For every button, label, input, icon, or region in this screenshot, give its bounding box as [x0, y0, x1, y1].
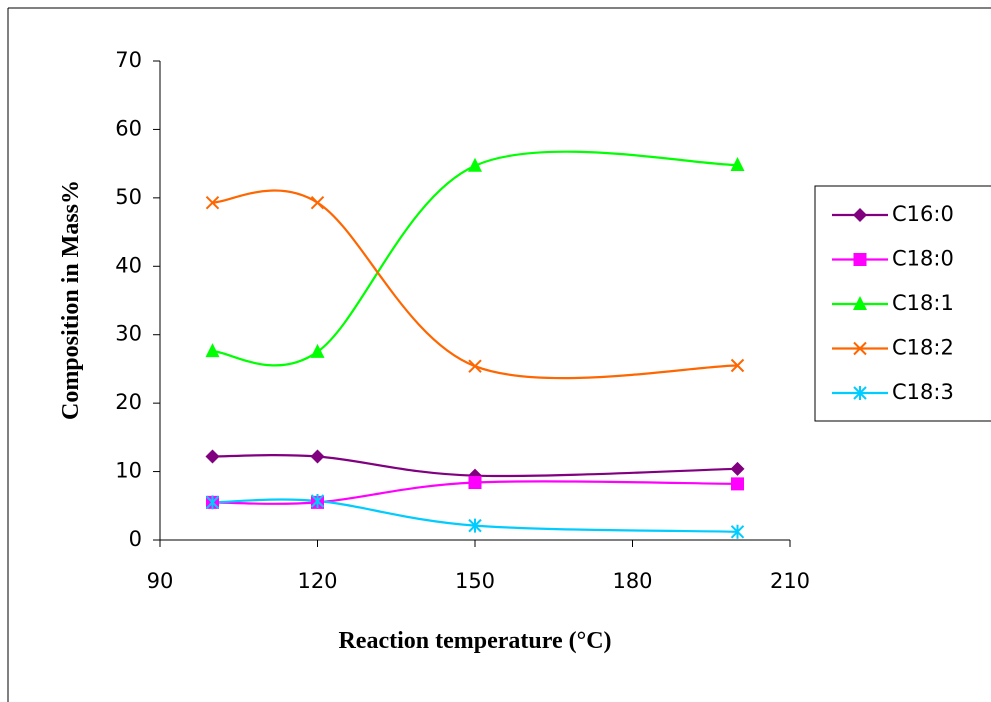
marker	[853, 341, 867, 356]
y-tick-label: 70	[115, 48, 142, 72]
marker	[730, 524, 745, 539]
y-tick-label: 60	[115, 116, 142, 140]
marker	[310, 449, 325, 464]
y-tick-label: 50	[115, 185, 142, 209]
marker	[468, 157, 482, 172]
x-tick-label: 120	[297, 569, 337, 593]
series-line	[212, 150, 738, 367]
marker	[853, 253, 867, 266]
marker	[205, 449, 220, 464]
marker	[730, 157, 745, 172]
marker	[730, 461, 745, 476]
marker	[730, 358, 745, 373]
y-tick-label: 0	[129, 527, 142, 551]
y-axis-title: Composition in Mass%	[58, 180, 84, 420]
marker	[205, 495, 220, 510]
legend-label: C16:0	[892, 202, 954, 226]
x-tick-label: 150	[455, 569, 495, 593]
marker	[853, 208, 867, 222]
legend-label: C18:3	[892, 380, 954, 404]
series-line	[212, 454, 738, 478]
series-line	[212, 189, 738, 380]
marker	[853, 386, 867, 400]
marker	[853, 296, 867, 310]
x-axis-title: Reaction temperature (°C)	[338, 628, 611, 654]
marker	[468, 476, 482, 490]
y-tick-label: 30	[115, 322, 142, 346]
series-line	[212, 498, 738, 533]
marker	[205, 195, 220, 210]
marker	[310, 195, 325, 210]
marker	[731, 477, 744, 491]
legend-label: C18:2	[892, 336, 954, 360]
y-tick-label: 40	[115, 253, 142, 277]
y-tick-label: 10	[115, 459, 142, 483]
x-tick-label: 210	[770, 569, 810, 593]
y-tick-label: 20	[115, 390, 142, 414]
marker	[310, 343, 325, 358]
marker	[468, 359, 482, 373]
marker	[310, 493, 325, 508]
legend-label: C18:1	[892, 291, 954, 315]
x-tick-label: 90	[147, 569, 174, 593]
x-tick-label: 180	[612, 569, 652, 593]
series-line	[212, 480, 738, 505]
marker	[205, 343, 220, 358]
legend-label: C18:0	[892, 247, 954, 271]
marker	[468, 518, 482, 533]
